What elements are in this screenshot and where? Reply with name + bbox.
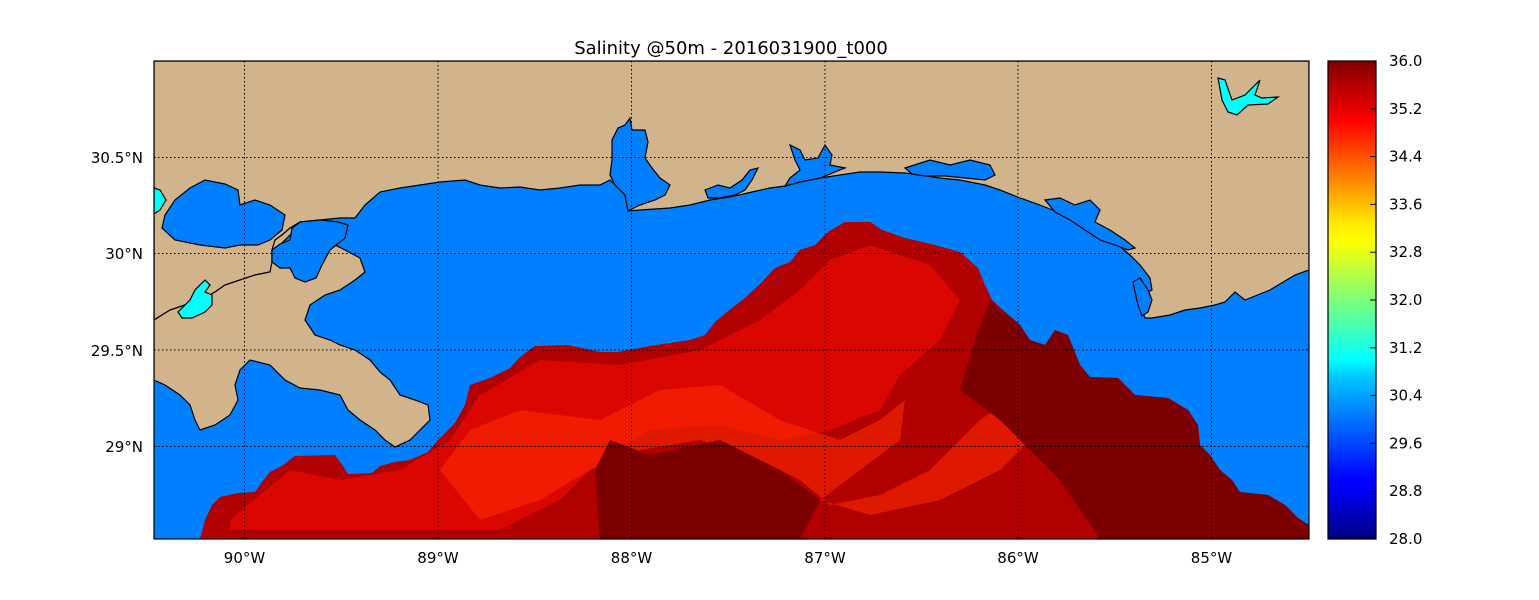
lon-tick-label: 89°W [417,549,459,567]
colorbar-tick-label: 32.0 [1389,291,1422,309]
lat-tick-label: 30°N [105,245,143,263]
cape-san-blas [1132,277,1153,317]
lat-tick-label: 29.5°N [91,342,143,360]
lake-borgne [271,219,349,283]
colorbar-tick-label: 36.0 [1389,52,1422,70]
st-andrew-bay [1043,197,1137,251]
colorbar: 36.0 35.2 34.4 33.6 32.8 32.0 31.2 30.4 … [1327,52,1422,548]
salinity-mid-band [230,245,960,530]
colorbar-tick-label: 34.4 [1389,148,1422,166]
lat-tick-label: 29°N [105,438,143,456]
choctawhatchee-bay [903,159,996,181]
colorbar-ticks [1370,60,1376,540]
lake-east-bay [1217,77,1281,116]
colorbar-tick-label: 28.0 [1389,530,1422,548]
lon-tick-label: 90°W [224,549,266,567]
lake-salvador [177,279,213,319]
land-louisiana-delta [154,200,431,448]
lat-tick-label: 30.5°N [91,149,143,167]
lon-tick-label: 86°W [997,549,1039,567]
colorbar-tick-label: 35.2 [1389,100,1422,118]
salinity-dark-east [960,300,1309,539]
colorbar-tick-label: 29.6 [1389,434,1422,452]
perdido-bay [704,167,760,199]
lon-tick-label: 87°W [804,549,846,567]
lat-tick-labels: 30.5°N 30°N 29.5°N 29°N [91,149,143,456]
chart-title: Salinity @50m - 2016031900_t000 [574,38,888,59]
lake-pontchartrain [161,179,286,249]
colorbar-tick-label: 32.8 [1389,243,1422,261]
map-panel [154,61,1309,539]
lon-tick-label: 85°W [1191,549,1233,567]
map-gridlines [154,61,1309,539]
map-frame [153,60,1310,540]
lon-tick-labels: 90°W 89°W 88°W 87°W 86°W 85°W [224,549,1233,567]
pensacola-bay [783,143,848,187]
colorbar-tick-label: 31.2 [1389,339,1422,357]
lake-maurepas [154,187,167,215]
salinity-dark-core [595,440,820,539]
colorbar-tick-label: 33.6 [1389,195,1422,213]
colorbar-tick-label: 28.8 [1389,482,1422,500]
colorbar-gradient [1327,60,1377,540]
lon-tick-label: 88°W [611,549,653,567]
mobile-bay [609,116,671,212]
colorbar-tick-label: 30.4 [1389,387,1422,405]
